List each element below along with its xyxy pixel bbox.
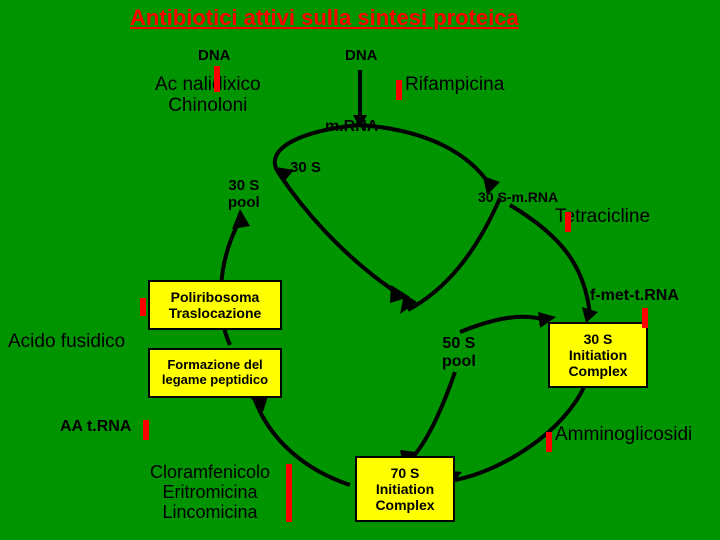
inhibition-bar-clor [286, 464, 292, 522]
label-s30mrna: 30 S-m.RNA [478, 190, 558, 205]
label-ammino: Amminoglicosidi [555, 425, 692, 446]
box-init30: 30 S Initiation Complex [548, 322, 648, 388]
label-rif: Rifampicina [405, 75, 504, 96]
label-pool30: 30 S pool [228, 178, 260, 211]
label-mrna: m.RNA [325, 118, 378, 136]
inhibition-bar-amm [546, 432, 552, 452]
flow-arc [460, 317, 545, 332]
label-acfus: Acido fusidico [8, 332, 125, 353]
inhibition-bar-aat [143, 420, 149, 440]
arrow-head [232, 209, 250, 229]
label-dna2: DNA [345, 48, 378, 65]
flow-arc [410, 372, 455, 460]
label-clore: Cloramfenicolo Eritromicina Lincomicina [150, 463, 270, 522]
flow-arc [408, 198, 500, 310]
inhibition-bar-rif [396, 80, 402, 100]
inhibition-bar-dna1 [214, 66, 220, 92]
flow-arc [280, 175, 400, 295]
box-poliri: Poliribosoma Traslocazione [148, 280, 282, 330]
inhibition-bar-fus [140, 298, 146, 316]
label-dna1: DNA [198, 48, 231, 65]
inhibition-bar-fmet [642, 308, 648, 328]
label-fmet: f-met-t.RNA [590, 287, 679, 305]
label-s30: 30 S [290, 160, 321, 177]
label-pool50: 50 S pool [442, 335, 476, 370]
box-legame: Formazione del legame peptidico [148, 348, 282, 398]
label-aatrna: AA t.RNA [60, 418, 131, 436]
diagram-stage: Antibiotici attivi sulla sintesi proteic… [0, 0, 720, 540]
box-init70: 70 S Initiation Complex [355, 456, 455, 522]
inhibition-bar-tetra [565, 212, 571, 232]
flow-arc [360, 125, 490, 185]
label-nalchin: Ac nalidixico Chinoloni [155, 75, 261, 117]
page-title: Antibiotici attivi sulla sintesi proteic… [130, 6, 519, 30]
